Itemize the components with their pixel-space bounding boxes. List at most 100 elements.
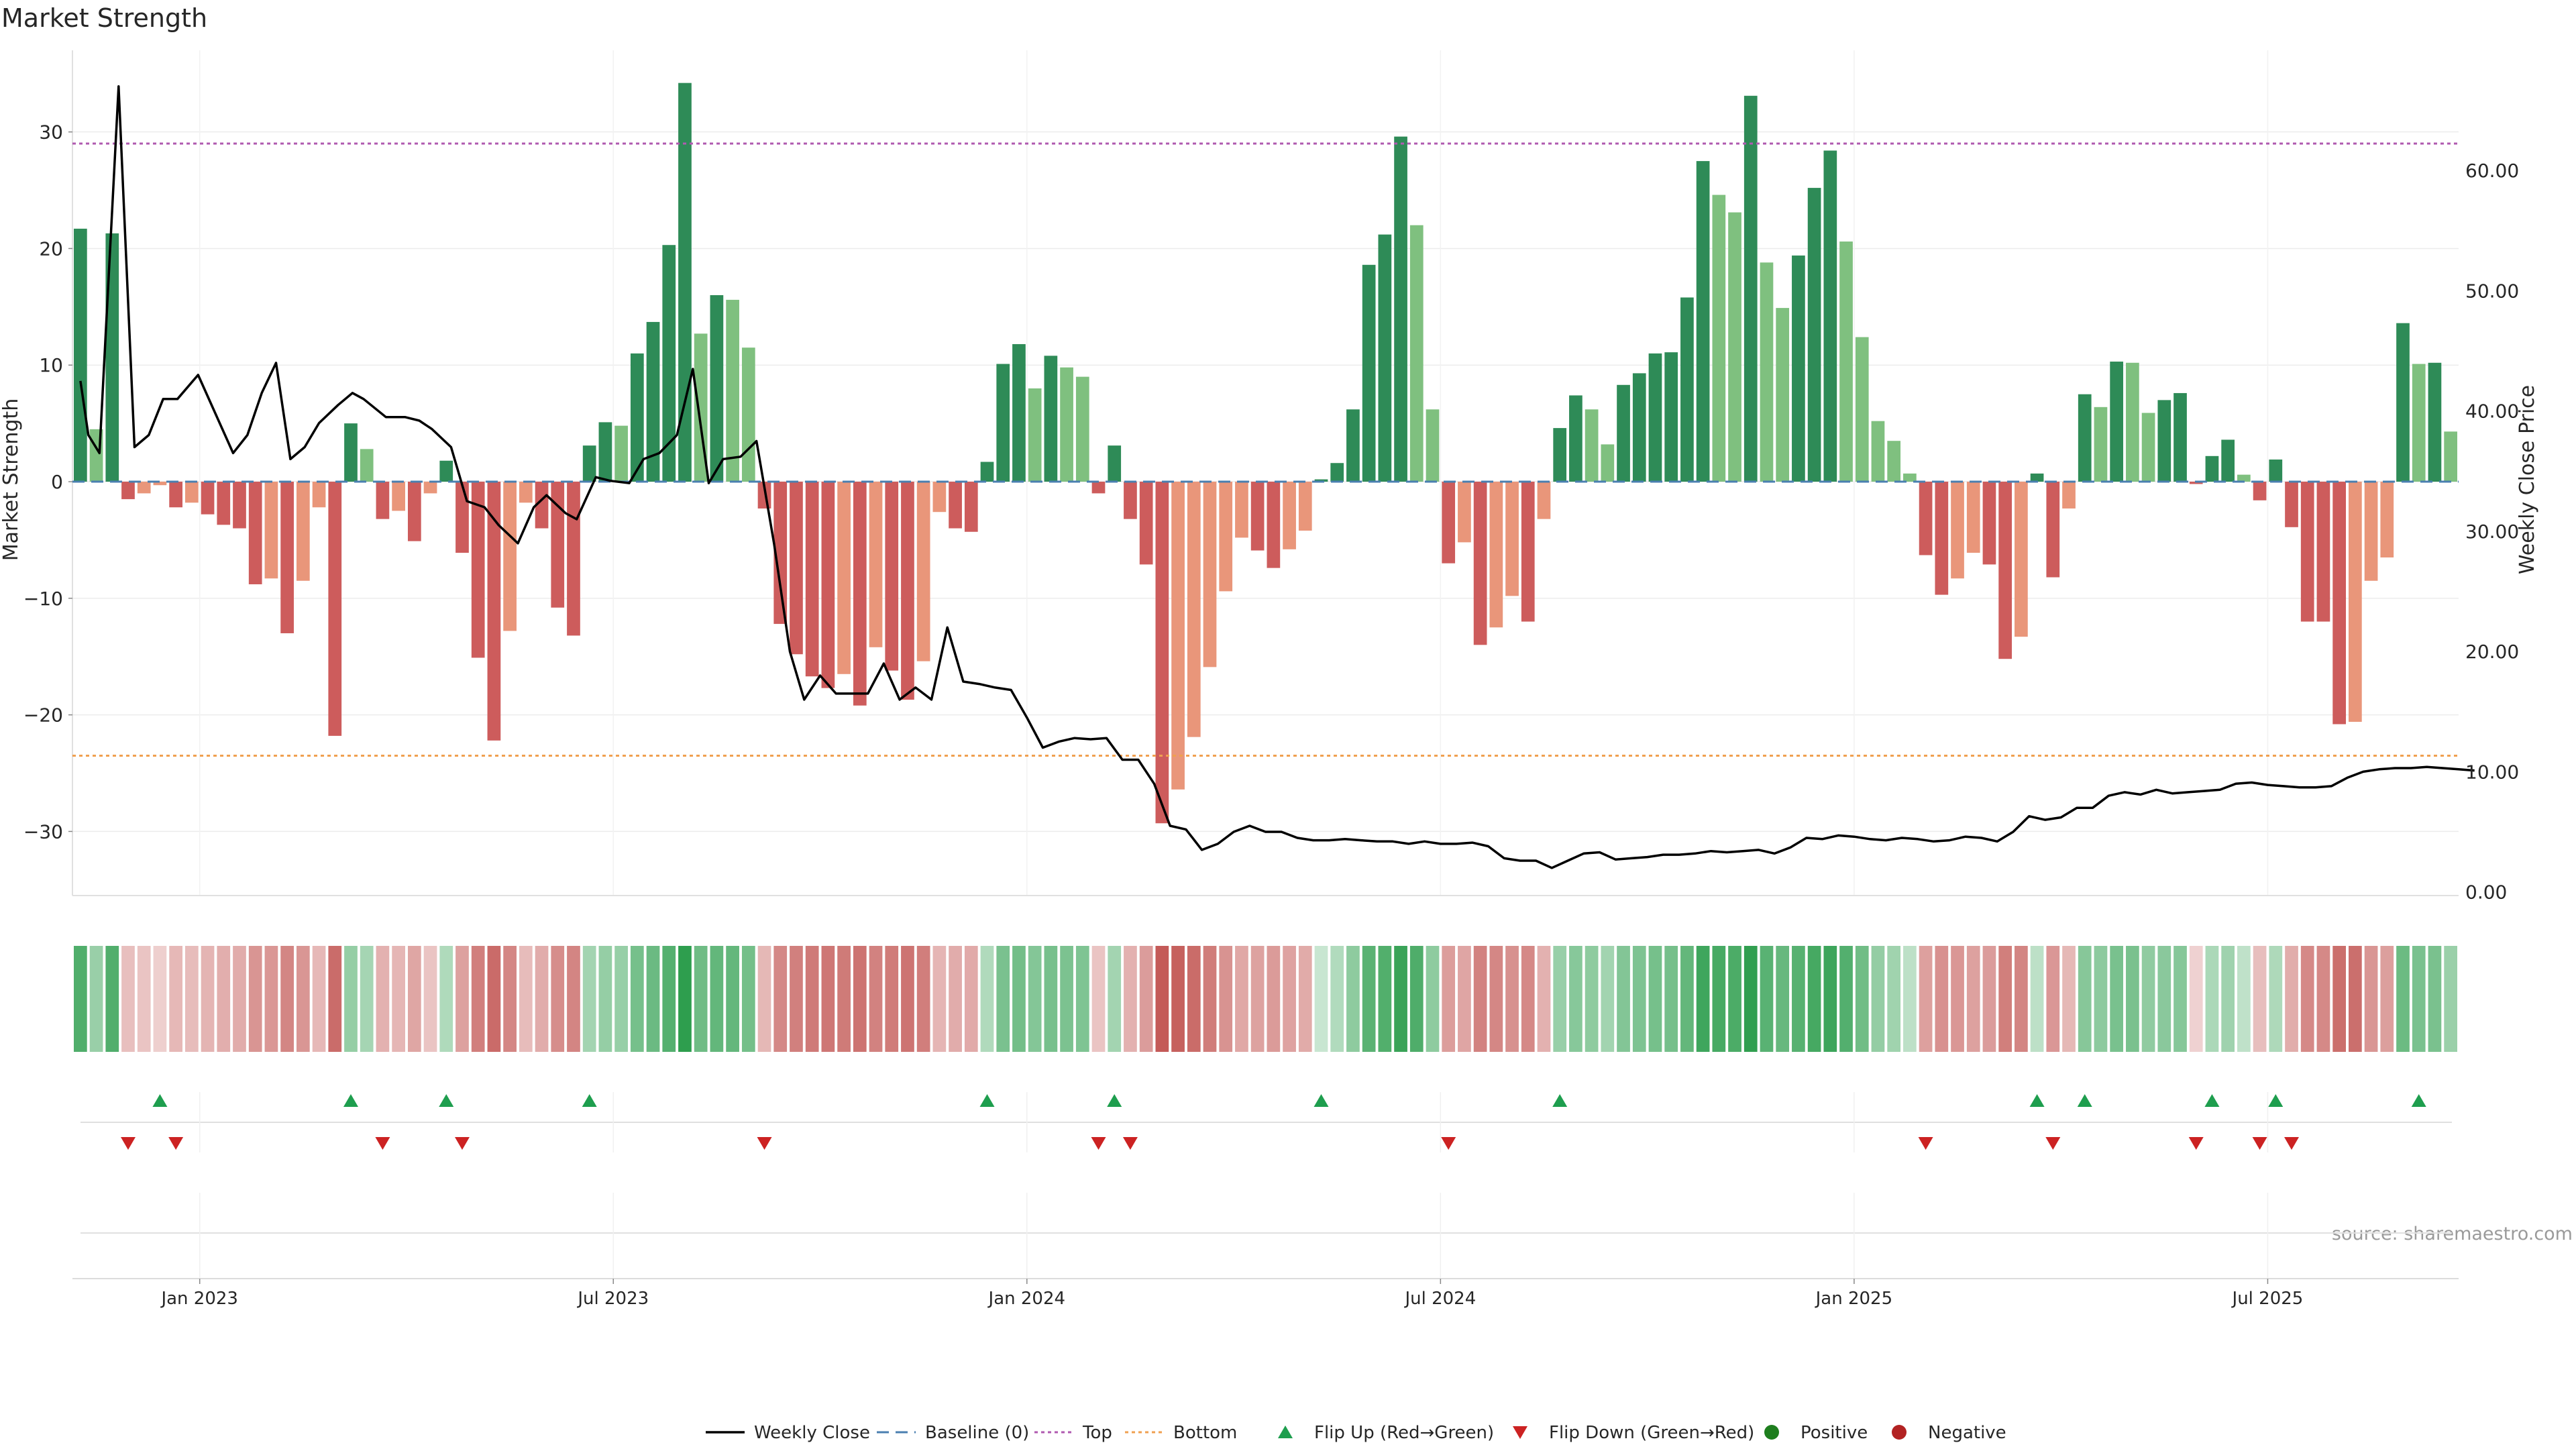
heatmap-cell [1108, 946, 1122, 1052]
strength-bar [2046, 482, 2060, 578]
y2-axis-ticks: 60.00 50.00 40.00 30.00 20.00 10.00 0.00 [2465, 160, 2519, 903]
strength-bar [2126, 362, 2139, 482]
strength-bar [1012, 343, 1026, 482]
heatmap-cell [1235, 946, 1248, 1052]
strength-bar [1362, 264, 1376, 482]
heatmap-cell [1139, 946, 1153, 1052]
strength-bar [916, 482, 930, 661]
heatmap-cell [344, 946, 358, 1052]
strength-bar [503, 482, 517, 631]
strength-bar [1617, 384, 1630, 482]
legend-swatch-flip-down [1513, 1426, 1527, 1439]
strength-bar [1139, 482, 1153, 565]
heatmap-cell [2380, 946, 2394, 1052]
strength-bar [1394, 136, 1407, 482]
heatmap-cell [248, 946, 262, 1052]
reference-lines [72, 142, 2459, 757]
heatmap-cell [1044, 946, 1058, 1052]
strength-bar [932, 482, 947, 513]
strength-bar [1966, 482, 1980, 553]
strength-bar [2189, 482, 2203, 484]
strength-bar [1696, 161, 1710, 482]
strength-bar [949, 482, 962, 529]
y-axis-label: Market Strength [0, 398, 23, 561]
strength-bar [376, 482, 390, 519]
strength-bar [264, 482, 278, 579]
strength-bar [1124, 482, 1137, 519]
heatmap-cell [582, 946, 596, 1052]
strength-bar [2030, 473, 2044, 482]
legend-swatch-flip-up [1278, 1426, 1293, 1438]
heatmap-cell [2221, 946, 2235, 1052]
strength-bar [2380, 482, 2394, 557]
heatmap-cell [853, 946, 867, 1052]
heatmap-cell [1664, 946, 1678, 1052]
heatmap-cell [1998, 946, 2012, 1052]
heatmap-cell [630, 946, 644, 1052]
heatmap-cell [2349, 946, 2362, 1052]
heatmap-cell [1951, 946, 1964, 1052]
heatmap-cell [2062, 946, 2076, 1052]
strength-bars [74, 83, 2457, 824]
strength-bar [1712, 195, 1726, 482]
flip-down-marker [1091, 1137, 1106, 1150]
heatmap-cell [2300, 946, 2314, 1052]
strength-bar [2221, 439, 2235, 482]
flip-up-marker [979, 1094, 995, 1107]
strength-bar [2332, 482, 2347, 724]
flip-up-marker [2029, 1094, 2045, 1107]
strength-bar [1951, 482, 1964, 579]
heatmap-cell [1473, 946, 1487, 1052]
heatmap-cell [1601, 946, 1615, 1052]
heatmap-cell [392, 946, 405, 1052]
strength-bar [1935, 482, 1949, 595]
legend-swatch-negative [1892, 1425, 1907, 1440]
strength-bar [1409, 225, 1424, 482]
strength-bar [1680, 297, 1694, 482]
heatmap-cell [2364, 946, 2378, 1052]
heatmap-cell [2110, 946, 2124, 1052]
heatmap-cell [901, 946, 914, 1052]
y-tick-label: −30 [23, 820, 63, 843]
heatmap-cell [1378, 946, 1392, 1052]
strength-bar [1792, 255, 1805, 482]
heatmap-cell [1028, 946, 1042, 1052]
strength-bar [1235, 482, 1248, 538]
heatmap-cell [2094, 946, 2108, 1052]
heatmap-cell [2046, 946, 2060, 1052]
heatmap-cell [471, 946, 485, 1052]
strength-bar [2412, 364, 2426, 482]
heatmap-cell [2285, 946, 2298, 1052]
strength-bar [312, 482, 326, 508]
heatmap-cell [1075, 946, 1089, 1052]
flip-down-marker [375, 1137, 390, 1150]
strength-bar [1458, 482, 1471, 543]
heatmap-cell [916, 946, 930, 1052]
strength-bar [519, 482, 533, 503]
flip-down-marker [2284, 1137, 2300, 1150]
strength-bar [1887, 441, 1901, 482]
strength-bar [1108, 445, 1122, 482]
strength-bar [710, 294, 724, 482]
heatmap-cell [201, 946, 215, 1052]
heatmap-cell [1012, 946, 1026, 1052]
strength-bar [153, 482, 167, 486]
y-tick-label: 0 [51, 471, 63, 493]
heatmap-cell [1648, 946, 1662, 1052]
strength-bar [2300, 482, 2314, 622]
strength-heatmap-strip [74, 946, 2457, 1052]
heatmap-cell [89, 946, 103, 1052]
strength-bar [1743, 95, 1758, 482]
x-tick-label: Jan 2025 [1815, 1289, 1893, 1309]
strength-bar [1553, 428, 1567, 482]
strength-bar [678, 83, 692, 482]
strength-bar [392, 482, 405, 511]
flip-down-marker [757, 1137, 772, 1150]
heatmap-cell [1632, 946, 1646, 1052]
heatmap-cell [1489, 946, 1503, 1052]
heatmap-cell [169, 946, 182, 1052]
strength-bar [105, 233, 119, 482]
strength-bar [407, 482, 421, 541]
heatmap-cell [1267, 946, 1281, 1052]
heatmap-cell [980, 946, 994, 1052]
